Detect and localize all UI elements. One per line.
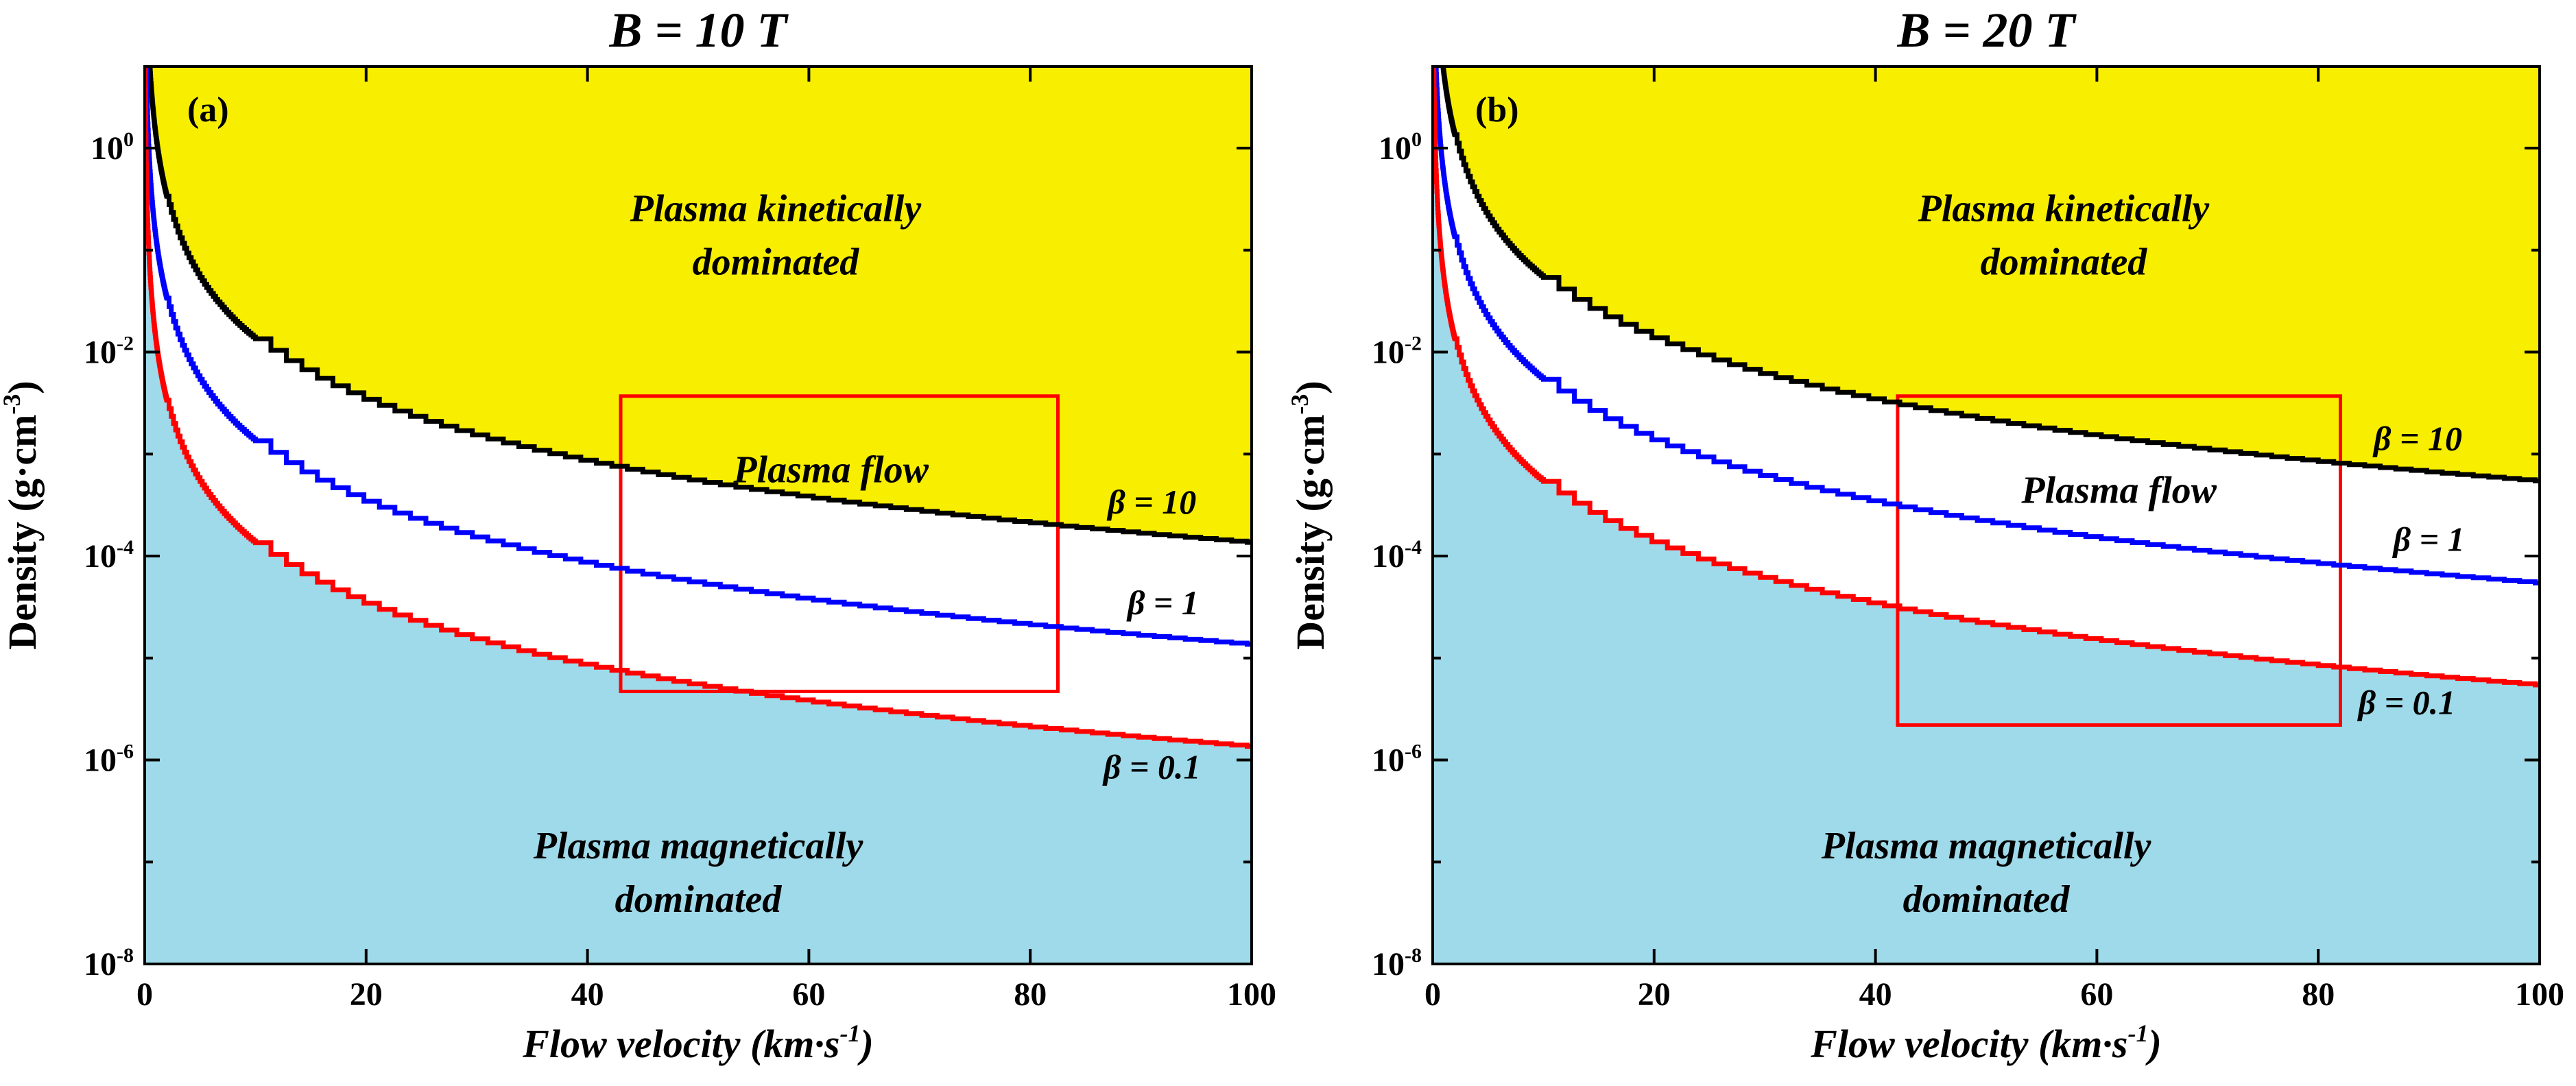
y-tick-label-a-10e-2: 10-2	[84, 333, 134, 371]
panel-a: 0 20 40 60 80 100 100 10-2 10-4 10-6 10-8 B = 10 T (…	[0, 3, 1276, 1066]
y-tick-label-a-10e-6: 10-6	[84, 740, 134, 779]
curve-beta01-b	[1433, 67, 2540, 688]
highlight-rect-b	[1896, 394, 2342, 727]
curve-beta10-b	[1440, 67, 2540, 483]
series-label-a-beta1: β = 1	[1126, 583, 1199, 622]
x-tick-label-a-20: 20	[350, 976, 383, 1013]
series-label-a-beta01: β = 0.1	[1102, 748, 1201, 786]
corner-label-b: (b)	[1475, 90, 1519, 130]
x-tick-label-b-0: 0	[1424, 976, 1441, 1013]
y-tick-label-a-10e-4: 10-4	[84, 536, 134, 575]
region-label-magnetic-a-line1: Plasma magnetically	[533, 825, 864, 867]
y-axis-label-b: Density (g·cm-3)	[1288, 381, 1333, 649]
title-a: B = 10 T	[608, 3, 789, 58]
x-tick-label-a-40: 40	[571, 976, 604, 1013]
plot-b-svg: 0 20 40 60 80 100 100 10-2 10-4 10-6 10-8 B = 20 T (…	[1288, 3, 2564, 1066]
x-axis-label-a: Flow velocity (km·s-1)	[522, 1019, 874, 1066]
region-label-magnetic-b-line2: dominated	[1903, 878, 2071, 921]
region-label-flow-b: Plasma flow	[2020, 469, 2217, 511]
panel-b: 0 20 40 60 80 100 100 10-2 10-4 10-6 10-8 B = 20 T (…	[1288, 0, 2576, 1086]
x-tick-label-a-0: 0	[136, 976, 153, 1013]
y-tick-label-b-10e-8: 10-8	[1372, 944, 1422, 982]
x-tick-label-b-100: 100	[2515, 976, 2564, 1013]
region-label-flow-a: Plasma flow	[732, 449, 929, 492]
x-tick-label-b-60: 60	[2080, 976, 2113, 1013]
curve-beta10-a	[147, 67, 1252, 545]
x-tick-label-b-20: 20	[1638, 976, 1671, 1013]
corner-label-a: (a)	[187, 90, 229, 130]
series-label-b-beta01: β = 0.1	[2357, 684, 2456, 722]
x-tick-label-b-80: 80	[2302, 976, 2335, 1013]
curve-beta01-a	[145, 67, 1252, 749]
magnetic-region-b	[1433, 67, 2540, 964]
y-tick-label-b-10e-2: 10-2	[1372, 333, 1422, 371]
y-tick-label-a-10e0: 100	[91, 128, 134, 167]
magnetic-region-a	[145, 67, 1252, 964]
ticks-a	[143, 67, 1253, 965]
x-tick-label-a-80: 80	[1014, 976, 1047, 1013]
y-tick-label-a-10e-8: 10-8	[84, 944, 134, 982]
region-label-kinetic-a-line1: Plasma kinetically	[630, 187, 922, 230]
ticks-b	[1431, 67, 2541, 965]
region-label-kinetic-b-line1: Plasma kinetically	[1918, 187, 2210, 230]
highlight-rect-a	[619, 394, 1060, 693]
curve-beta1-b	[1433, 67, 2540, 586]
region-label-kinetic-b-line2: dominated	[1981, 241, 2148, 283]
kinetic-region-b	[1433, 67, 2540, 482]
series-label-a-beta10: β = 10	[1106, 483, 1196, 521]
x-tick-label-a-100: 100	[1227, 976, 1276, 1013]
region-label-magnetic-b-line1: Plasma magnetically	[1821, 825, 2152, 867]
y-tick-label-b-10e-4: 10-4	[1372, 536, 1422, 575]
y-tick-label-b-10e0: 100	[1379, 128, 1422, 167]
region-label-magnetic-a-line2: dominated	[615, 878, 783, 921]
axes-box-a	[143, 65, 1253, 965]
title-b: B = 20 T	[1896, 3, 2077, 58]
axes-box-b	[1431, 65, 2541, 965]
y-axis-label-a: Density (g·cm-3)	[0, 381, 45, 649]
series-label-b-beta10: β = 10	[2372, 419, 2462, 457]
curve-beta1-a	[145, 67, 1252, 647]
kinetic-region-a	[145, 67, 1252, 543]
plot-a-svg: 0 20 40 60 80 100 100 10-2 10-4 10-6 10-8 B = 10 T (…	[0, 3, 1276, 1066]
region-label-kinetic-a-line2: dominated	[693, 241, 860, 283]
x-axis-label-b: Flow velocity (km·s-1)	[1810, 1019, 2162, 1066]
y-tick-label-b-10e-6: 10-6	[1372, 740, 1422, 779]
x-tick-label-b-40: 40	[1859, 976, 1892, 1013]
series-label-b-beta1: β = 1	[2392, 520, 2465, 559]
x-tick-label-a-60: 60	[792, 976, 825, 1013]
